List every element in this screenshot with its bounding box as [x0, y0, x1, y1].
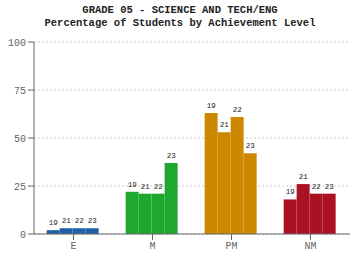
svg-text:23: 23: [246, 142, 256, 150]
html-text:GRADE 05 - SCIENCE AND TECH/EN: GRADE 05 - SCIENCE AND TECH/ENG: [82, 4, 278, 16]
svg-text:22: 22: [233, 106, 242, 114]
svg-text:19: 19: [286, 188, 295, 196]
svg-text:19: 19: [49, 219, 58, 227]
svg-text:21: 21: [62, 217, 72, 225]
svg-text:NM: NM: [304, 241, 316, 252]
svg-text:E: E: [70, 241, 76, 252]
svg-text:0: 0: [20, 230, 26, 241]
svg-text:M: M: [149, 241, 155, 252]
svg-text:22: 22: [312, 183, 321, 191]
svg-text:23: 23: [325, 183, 335, 191]
svg-text:50: 50: [14, 134, 26, 145]
svg-text:19: 19: [128, 181, 137, 189]
svg-text:22: 22: [75, 217, 84, 225]
svg-text:25: 25: [14, 182, 26, 193]
svg-text:23: 23: [88, 217, 98, 225]
svg-text:22: 22: [154, 183, 163, 191]
html-text:Percentage of Students by Achi: Percentage of Students by Achievement Le…: [44, 17, 316, 29]
svg-text:75: 75: [14, 86, 26, 97]
svg-text:21: 21: [141, 183, 151, 191]
svg-text:21: 21: [220, 121, 230, 129]
svg-text:23: 23: [167, 152, 177, 160]
svg-text:19: 19: [207, 102, 216, 110]
svg-text:PM: PM: [225, 241, 237, 252]
svg-text:100: 100: [8, 38, 26, 49]
svg-text:21: 21: [299, 173, 309, 181]
